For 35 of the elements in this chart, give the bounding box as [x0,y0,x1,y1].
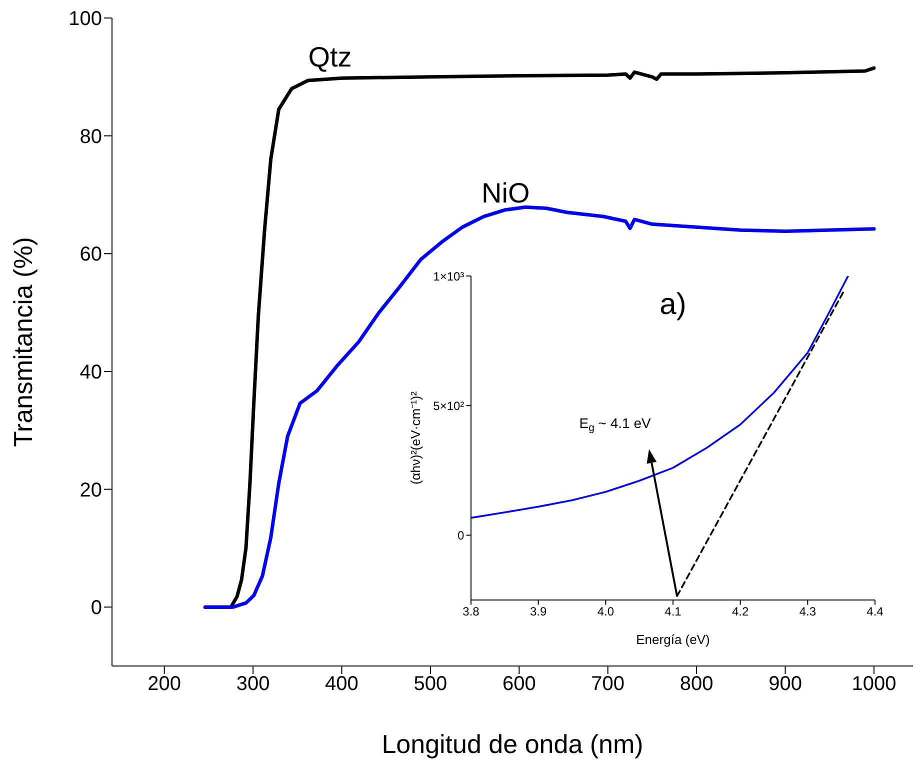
y-tick-label: 100 [68,8,102,30]
x-tick-label: 3.9 [530,604,547,618]
x-tick-label: 800 [680,673,714,696]
y-tick-label: 20 [80,479,102,502]
x-tick-label: 4.2 [732,604,749,618]
y-tick-label: 5×10² [433,398,464,413]
y-tick-label: 40 [80,362,102,384]
y-tick-label: 0 [90,597,102,620]
series-label: Qtz [308,41,352,72]
y-tick-label: 60 [80,244,102,266]
x-tick-label: 300 [236,673,270,696]
x-tick-label: 700 [591,673,625,696]
y-tick-label: 80 [80,126,102,148]
y-tick-label: 0 [458,528,465,542]
x-tick-label: 600 [502,673,536,696]
line-series [471,276,849,519]
y-axis-title: Transmitancia (%) [8,237,38,447]
x-tick-label: 4.4 [866,604,884,618]
x-tick-label: 400 [325,673,358,696]
y-axis-title: (αhν)²(eV·cm⁻¹)² [408,390,423,485]
x-axis-title: Longitud de onda (nm) [382,729,644,759]
x-tick-label: 500 [414,673,448,696]
line-series [203,205,876,609]
x-tick-label: 1000 [852,673,896,696]
x-axis-title: Energía (eV) [636,632,710,647]
x-tick-label: 200 [148,673,182,696]
y-tick-label: 1×10³ [433,269,464,284]
x-tick-label: 4.0 [597,604,614,618]
series-label: NiO [482,178,530,209]
x-tick-label: 3.8 [462,604,480,618]
x-tick-label: 4.1 [664,604,682,618]
annotation: E$_{g}$ ~ 4.1 eV [579,415,652,434]
x-tick-label: 4.3 [799,604,816,618]
x-tick-label: 900 [768,673,802,696]
annotation: a) [660,288,686,321]
